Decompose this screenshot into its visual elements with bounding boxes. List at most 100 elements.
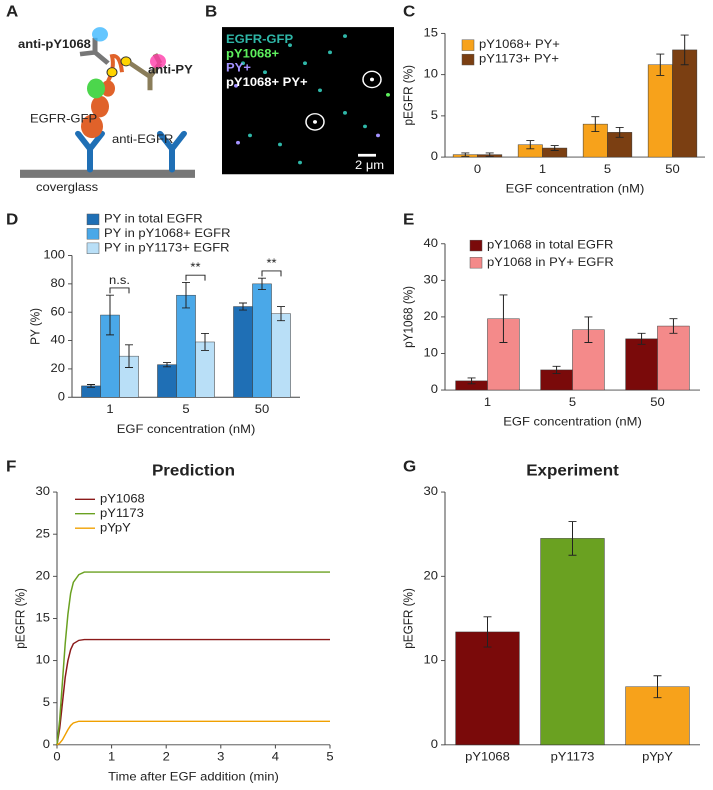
legend-label: pY1173+ PY+ [479,52,559,65]
legend-label: PY in total EGFR [104,212,203,225]
error-bar [615,126,624,138]
significance-label: ** [266,256,276,269]
x-tick-label: 1 [539,162,546,175]
phospho [120,56,132,67]
error-bar [584,316,593,343]
x-tick-label: 1 [106,403,113,416]
legend-label: pY1068 [100,492,145,505]
spot [318,88,322,93]
spot [376,133,380,138]
error-bar [258,277,266,290]
y-axis-label: PY (%) [28,308,43,345]
coverglass-shape [20,169,195,178]
x-tick-label: 5 [604,162,611,175]
x-tick-label: pY1068 [465,750,510,763]
x-tick-label: 0 [474,162,481,175]
label: anti-PY [148,63,194,76]
x-axis-label: EGF concentration (nM) [506,182,645,195]
spot [288,43,292,47]
legend-swatch [86,242,100,254]
legend-label: pY1068 in total EGFR [487,238,613,251]
y-tick-label: 0 [431,383,438,396]
label: anti-pY1068 [18,38,91,51]
x-axis-label: EGF concentration (nM) [117,422,256,435]
error-bar [106,294,114,336]
spot [234,83,238,88]
spot [248,133,252,138]
error-bar [163,362,171,368]
y-tick-label: 40 [51,333,66,346]
bar [657,325,690,391]
error-bar [467,377,476,385]
dye [150,54,166,69]
significance-bracket [109,287,130,294]
panel-letter: B [205,3,217,20]
x-tick-label: 5 [182,403,189,416]
legend-label: pY1068+ PY+ [226,76,308,89]
legend-label: pY1173 [100,506,144,519]
y-tick-label: 5 [43,695,50,708]
micrograph [222,27,394,175]
bar [252,283,272,398]
y-tick-label: 10 [36,653,51,666]
spot [236,140,240,145]
y-tick-label: 15 [424,26,439,39]
x-axis-label: EGF concentration (nM) [503,415,642,428]
x-tick-label: 0 [53,750,60,763]
label: EGFR-GFP [30,112,97,125]
bar [271,313,291,398]
x-tick-label: 1 [108,750,115,763]
line [56,638,330,745]
y-axis-label: pEGFR (%) [13,588,28,649]
antibodies [75,130,187,173]
y-tick-label: 25 [36,527,51,540]
x-tick-label: 1 [484,395,491,408]
legend-label: pYpY [100,521,131,534]
x-tick-label: 5 [569,395,576,408]
line [56,571,330,745]
dye [92,27,108,42]
chart-title: Experiment [526,462,619,479]
error-bar [201,333,209,351]
legend-swatch [86,213,100,226]
spot [386,92,390,97]
x-tick-label: 50 [650,395,665,408]
panel-letter: C [403,3,416,20]
x-tick-label: 4 [272,750,279,763]
y-tick-label: 80 [51,277,66,290]
gfp [87,78,105,99]
y-tick-label: 100 [43,248,65,261]
x-tick-label: 50 [255,403,270,416]
spot [241,61,245,66]
spot [370,77,374,82]
spot [343,111,347,115]
legend-swatch [469,239,483,252]
legend-label: PY in pY1173+ EGFR [104,241,230,254]
x-tick-label: 50 [665,162,680,175]
x-tick-label: 2 [163,750,170,763]
legend-swatch [461,53,475,66]
legend-label: PY in pY1068+ EGFR [104,227,231,240]
error-bar [669,318,678,334]
error-bar [182,281,190,309]
legend-label: pY1068+ [226,47,279,60]
spot [363,124,367,129]
error-bar [552,365,561,375]
error-bar [483,616,492,648]
error-bar [461,152,470,157]
spot [298,160,302,165]
error-bar [653,675,662,699]
y-tick-label: 0 [431,738,438,751]
y-axis-label: pEGFR (%) [401,65,416,126]
error-bar [277,306,285,322]
y-tick-label: 30 [36,485,51,498]
panel-letter: A [6,3,19,20]
spot [303,61,307,66]
bar [625,338,658,391]
significance-label: ** [190,261,200,274]
y-tick-label: 5 [431,109,438,122]
bar [455,631,520,746]
